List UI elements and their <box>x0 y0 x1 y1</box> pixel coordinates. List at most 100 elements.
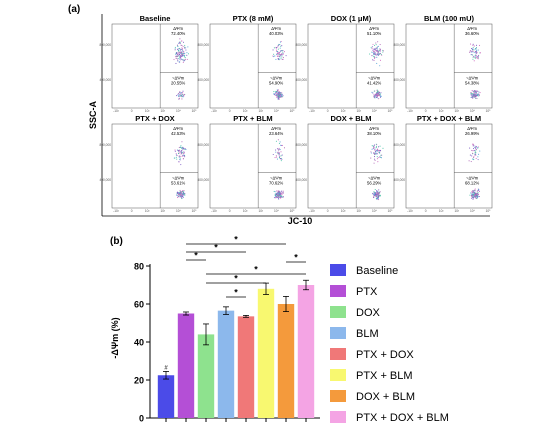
event-dot <box>375 96 378 98</box>
event-dot <box>280 155 282 157</box>
event-dot <box>185 47 187 49</box>
event-dot <box>184 194 186 196</box>
event-dot <box>373 94 375 96</box>
bar-ylabel: -ΔΨm (%) <box>110 317 120 358</box>
event-dot <box>379 191 381 193</box>
event-dot <box>279 58 281 60</box>
event-dot <box>181 94 183 96</box>
event-dot <box>174 157 176 159</box>
event-dot <box>373 162 375 164</box>
event-dot <box>183 60 185 62</box>
event-dot <box>379 59 382 61</box>
event-dot <box>277 91 279 94</box>
event-dot <box>469 49 471 52</box>
flow-x-tick: 10⁴ <box>176 109 182 113</box>
event-dot <box>177 152 180 155</box>
event-dot <box>472 48 474 50</box>
flow-x-tick: 10² <box>243 209 248 213</box>
event-dot <box>176 55 178 57</box>
event-dot <box>180 52 182 54</box>
event-dot <box>280 192 282 194</box>
event-dot <box>273 53 275 55</box>
event-dot <box>280 157 282 159</box>
event-dot <box>477 195 479 197</box>
event-dot <box>382 49 384 51</box>
event-dot <box>373 191 375 193</box>
flow-y-tick: 800,000 <box>99 43 111 47</box>
event-dot <box>176 158 178 160</box>
event-dot <box>180 193 182 195</box>
event-dot <box>280 193 282 195</box>
event-dot <box>478 153 480 155</box>
event-dot <box>277 52 279 54</box>
event-dot <box>177 57 179 60</box>
gate-percent-high: 38.10% <box>367 131 381 136</box>
event-dot <box>474 153 476 155</box>
event-dot <box>474 57 476 59</box>
event-dot <box>378 92 380 95</box>
flow-x-tick: -10² <box>407 209 413 213</box>
event-dot <box>179 158 181 160</box>
event-dot <box>277 89 279 91</box>
event-dot <box>475 95 478 97</box>
event-dot <box>175 153 177 155</box>
event-dot <box>379 156 381 158</box>
event-dot <box>380 53 382 56</box>
event-dot <box>278 192 280 194</box>
panel-a-label: (a) <box>68 4 80 15</box>
event-dot <box>176 44 179 46</box>
flow-x-tick: -10² <box>113 109 119 113</box>
event-dot <box>279 51 281 53</box>
event-dot <box>272 153 274 156</box>
event-dot <box>379 194 381 196</box>
significance-star: * <box>194 251 198 261</box>
event-dot <box>278 196 280 198</box>
legend-label: BLM <box>356 328 379 340</box>
event-dot <box>277 90 279 92</box>
event-dot <box>179 94 181 96</box>
y-tick-label: 40 <box>134 338 144 348</box>
flow-y-tick: 800,000 <box>197 43 209 47</box>
flow-x-tick: 10⁴ <box>274 209 280 213</box>
event-dot <box>178 47 180 50</box>
event-dot <box>377 191 379 193</box>
flow-y-tick: 800,000 <box>393 143 405 147</box>
event-dot <box>184 57 186 59</box>
event-dot <box>176 154 178 157</box>
event-dot <box>376 194 378 196</box>
event-dot <box>472 95 475 97</box>
event-dot <box>178 192 180 194</box>
event-dot <box>279 197 281 199</box>
event-dot <box>475 97 477 99</box>
event-dot <box>181 48 183 50</box>
event-dot <box>182 190 184 192</box>
event-dot <box>277 196 279 198</box>
event-dot <box>376 94 378 96</box>
event-dot <box>182 53 184 55</box>
event-dot <box>279 191 281 193</box>
event-dot <box>372 43 374 45</box>
event-dot <box>373 192 375 194</box>
event-dot <box>375 94 377 96</box>
event-dot <box>186 54 188 56</box>
event-dot <box>470 94 472 96</box>
event-dot <box>277 46 279 48</box>
event-dot <box>472 191 474 193</box>
event-dot <box>472 198 474 200</box>
bar <box>257 288 275 418</box>
legend-swatch <box>330 285 346 297</box>
event-dot <box>177 54 179 56</box>
event-dot <box>179 192 181 194</box>
event-dot <box>282 192 284 195</box>
event-dot <box>185 149 187 151</box>
event-dot <box>279 44 281 46</box>
gate-percent-low: 41.42% <box>367 81 381 86</box>
event-dot <box>183 95 185 97</box>
event-dot <box>475 157 477 159</box>
event-dot <box>276 53 278 55</box>
event-dot <box>475 90 477 93</box>
event-dot <box>377 161 379 163</box>
event-dot <box>472 197 474 199</box>
event-dot <box>181 141 183 143</box>
